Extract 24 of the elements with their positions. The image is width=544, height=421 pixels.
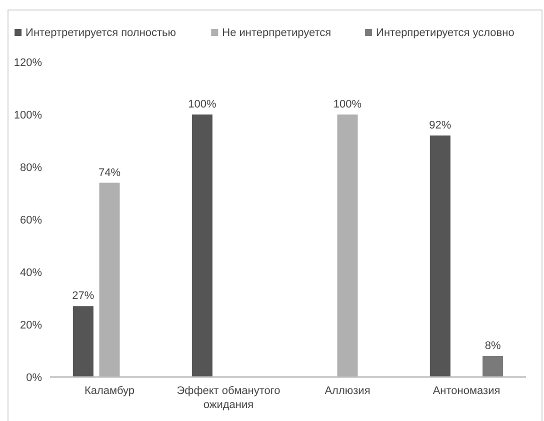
x-tick-label: Аллюзия xyxy=(324,385,370,397)
data-label: 8% xyxy=(484,340,501,352)
legend-label: Не интерпретируется xyxy=(222,27,332,39)
y-tick-label: 20% xyxy=(20,320,42,332)
legend-label: Интерпретируется условно xyxy=(376,27,514,39)
y-tick-label: 100% xyxy=(14,110,42,122)
data-label: 92% xyxy=(429,120,452,132)
y-tick-label: 60% xyxy=(20,214,42,226)
x-tick-label: Каламбур xyxy=(84,385,135,397)
y-tick-label: 0% xyxy=(26,372,42,384)
data-label: 74% xyxy=(98,166,121,179)
bar xyxy=(72,306,94,377)
bar xyxy=(192,114,212,377)
data-label: 100% xyxy=(188,98,216,110)
data-label: 27% xyxy=(72,290,94,302)
x-tick-label: Эффект обманутого ожидания xyxy=(176,385,280,411)
y-tick-label: 80% xyxy=(20,162,42,174)
bar xyxy=(430,136,450,377)
data-label: 100% xyxy=(333,98,362,110)
y-tick-label: 40% xyxy=(20,267,42,279)
legend-label: Интертретируется полностью xyxy=(26,27,176,39)
bar xyxy=(482,356,504,377)
x-tick-label: Антономазия xyxy=(432,385,500,397)
y-tick-label: 120% xyxy=(14,57,42,69)
